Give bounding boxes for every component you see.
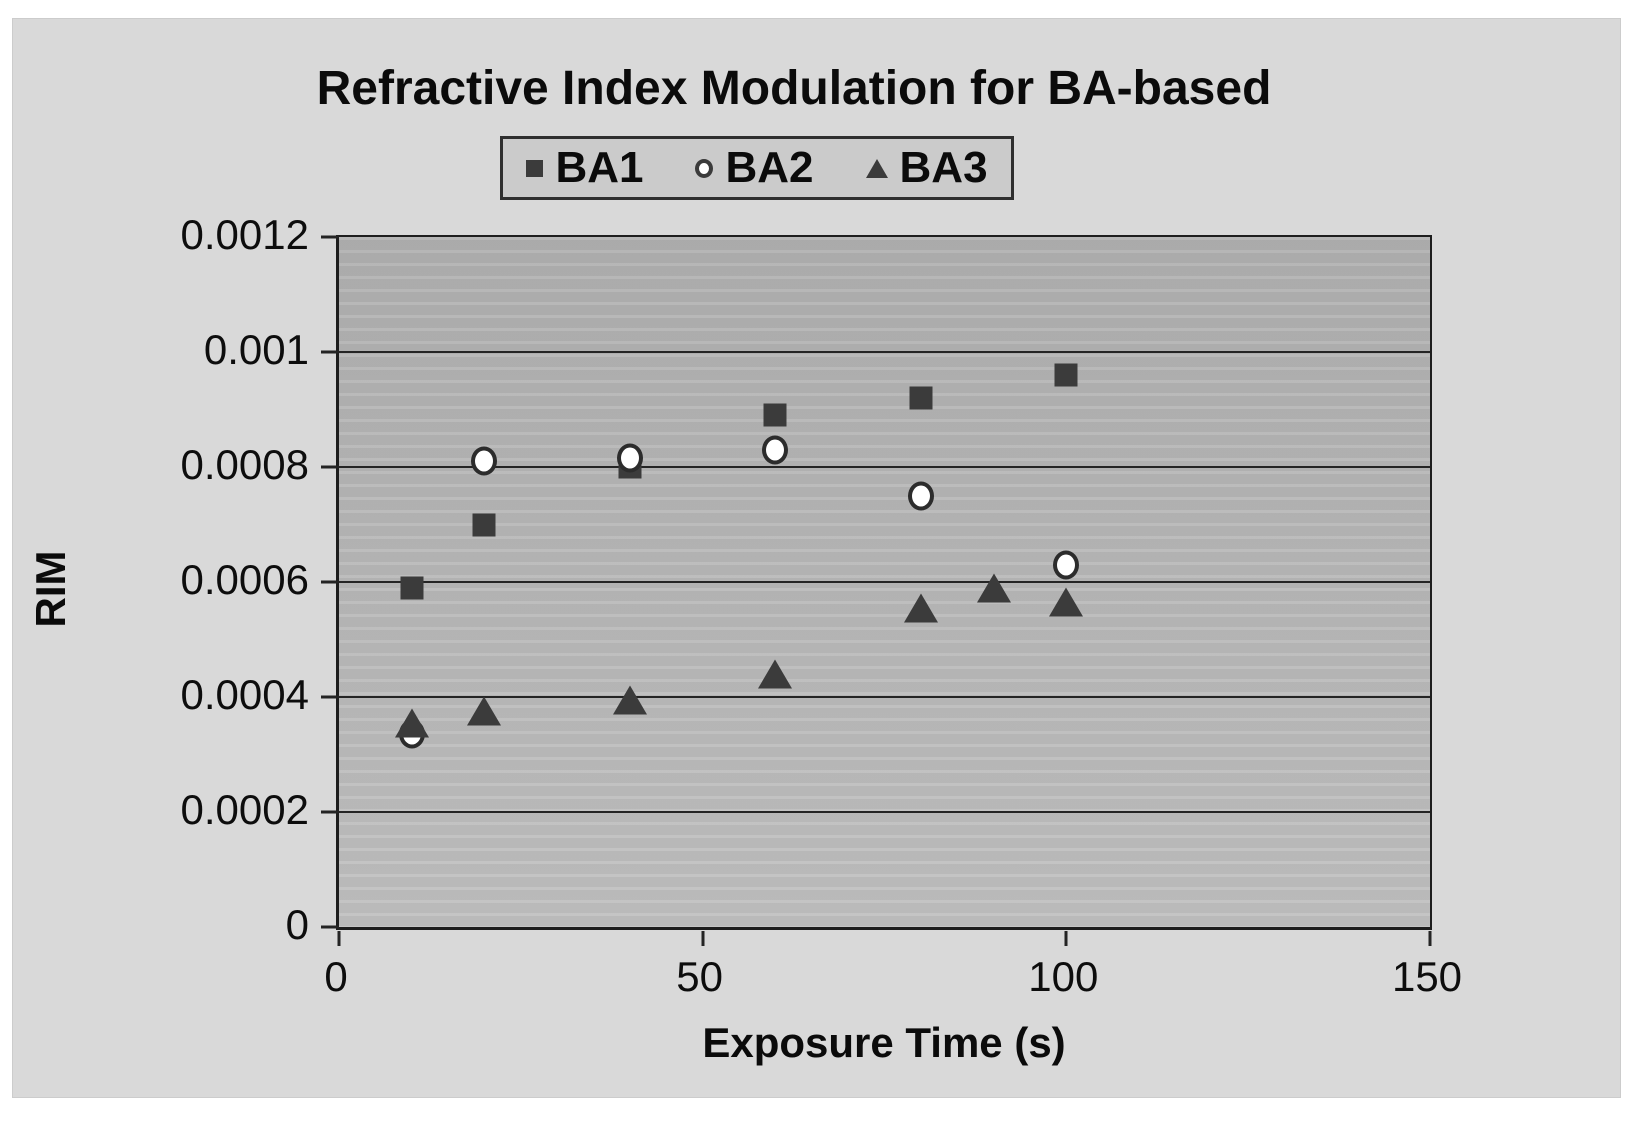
data-point-ba1 [909, 386, 933, 410]
x-tick-mark [701, 931, 705, 946]
legend-item-ba3: BA3 [865, 143, 988, 193]
data-point-ba1 [763, 403, 787, 427]
y-tick-label: 0 [285, 901, 309, 948]
x-tick-label: 0 [324, 953, 348, 1000]
data-point-ba2 [907, 481, 934, 511]
data-point-ba3 [394, 708, 429, 738]
legend-label: BA2 [725, 143, 814, 192]
y-axis-tick-labels: 0 0.0002 0.0004 0.0006 0.0008 0.001 0.0012 [13, 211, 309, 948]
legend: BA1 BA2 BA3 [500, 136, 1014, 200]
x-tick-mark [1428, 931, 1432, 946]
triangle-marker-icon [865, 158, 888, 178]
gridline-y-0.0002 [339, 811, 1430, 813]
data-point-ba1 [1054, 363, 1078, 387]
x-tick-mark [337, 931, 341, 946]
x-tick-label: 100 [1028, 953, 1099, 1000]
y-tick-label: 0.0012 [180, 211, 309, 258]
data-point-ba3 [467, 696, 502, 726]
y-tick-mark [321, 350, 339, 354]
legend-label: BA3 [899, 143, 988, 192]
x-axis-title: Exposure Time (s) [702, 1019, 1066, 1066]
x-tick-mark [1064, 931, 1068, 946]
y-tick-label: 0.0004 [180, 671, 309, 718]
y-tick-label: 0.0002 [180, 786, 309, 833]
y-tick-mark [321, 925, 339, 929]
data-point-ba3 [1049, 587, 1084, 617]
data-point-ba3 [758, 659, 793, 689]
gridline-y-0.0004 [339, 696, 1430, 698]
data-point-ba1 [472, 513, 496, 536]
legend-label: BA1 [555, 143, 644, 192]
data-point-ba3 [612, 685, 647, 715]
legend-item-ba2: BA2 [695, 143, 814, 193]
gridline-y-0.001 [339, 351, 1430, 353]
y-tick-label: 0.001 [203, 326, 309, 373]
plot-area [321, 235, 1432, 946]
y-tick-mark [321, 465, 339, 469]
data-point-ba2 [616, 443, 643, 473]
data-point-ba2 [1053, 550, 1080, 580]
y-tick-mark [321, 810, 339, 814]
circle-marker-icon [695, 158, 714, 178]
y-tick-label: 0.0006 [180, 556, 309, 603]
y-tick-mark [321, 695, 339, 699]
chart-panel: Refractive Index Modulation for BA-based… [12, 18, 1621, 1098]
y-tick-mark [321, 580, 339, 584]
square-marker-icon [526, 159, 544, 177]
x-tick-label: 150 [1391, 953, 1463, 1000]
gridline-y-0.0008 [339, 466, 1430, 468]
x-tick-label: 50 [676, 953, 724, 1000]
chart-title: Refractive Index Modulation for BA-based [316, 62, 1272, 115]
data-point-ba2 [471, 446, 498, 476]
data-point-ba3 [976, 573, 1011, 603]
data-point-ba2 [762, 435, 789, 465]
data-point-ba1 [400, 576, 424, 600]
legend-item-ba1: BA1 [526, 143, 643, 193]
x-axis-tick-labels: 0 50 100 150 [324, 953, 1462, 1003]
y-tick-label: 0.0008 [180, 441, 309, 488]
gridline-y-0.0006 [339, 581, 1430, 583]
y-tick-mark [321, 235, 339, 239]
data-point-ba3 [903, 593, 938, 623]
